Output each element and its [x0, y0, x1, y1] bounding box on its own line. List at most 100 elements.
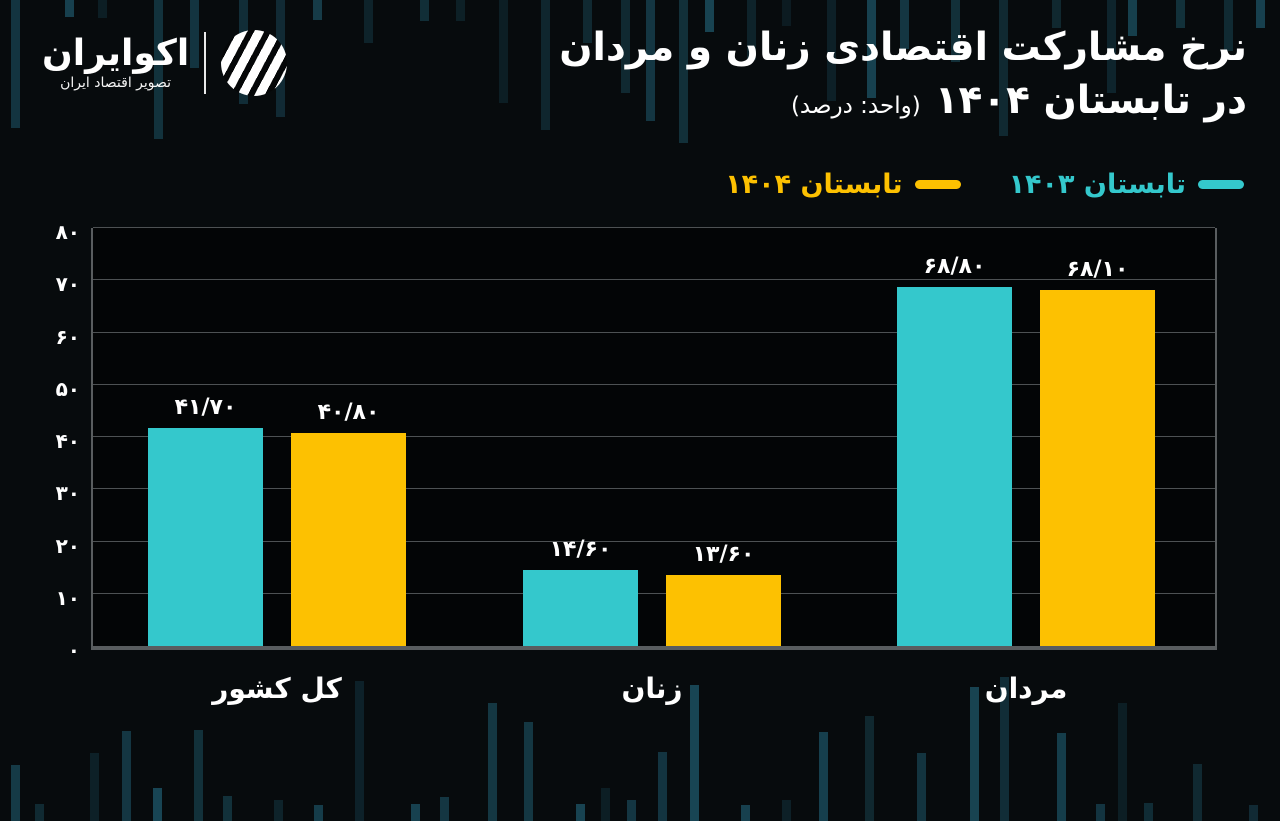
ecoiran-logo-icon [221, 30, 288, 96]
chart-title-line1: نرخ مشارکت اقتصادی زنان و مردان [559, 25, 1247, 70]
gridline-60 [93, 331, 1215, 333]
decor-bar [782, 0, 792, 26]
logo-text-block: اکوایران تصویر اقتصاد ایران [42, 32, 190, 91]
legend-item-1403: تابستان ۱۴۰۳ [1009, 169, 1244, 200]
decor-bar [10, 765, 20, 821]
decor-bar [154, 0, 164, 139]
ecoiran-logo: اکوایران تصویر اقتصاد ایران [42, 30, 288, 96]
y-tick-label-0: ۰ [67, 638, 80, 662]
gridline-80 [93, 227, 1215, 228]
decor-bar [524, 722, 534, 821]
gridline-30 [93, 488, 1215, 490]
decor-bar [313, 0, 323, 20]
x-axis-category-labels: کل کشور زنان مردان [0, 672, 1280, 718]
gridline-70 [93, 279, 1215, 281]
legend-label-1403: تابستان ۱۴۰۳ [1008, 169, 1186, 200]
decor-bar [222, 795, 232, 821]
y-tick-label-50: ۵۰ [55, 376, 80, 401]
decor-bar [646, 0, 656, 121]
decor-bar [601, 788, 611, 821]
bar-1404-1 [666, 574, 781, 646]
decor-bar [440, 797, 450, 821]
legend-label-1404: تابستان ۱۴۰۴ [725, 169, 903, 200]
decor-bar [97, 0, 107, 18]
decor-bar [1193, 763, 1203, 821]
bar-1403-1 [523, 569, 638, 646]
decor-bar [582, 0, 592, 43]
decor-bar [746, 0, 756, 61]
gridline-50 [93, 383, 1215, 385]
decor-bar [274, 800, 284, 821]
decor-bar [1256, 0, 1266, 28]
decor-bar [621, 0, 631, 93]
decor-bar [916, 752, 926, 821]
decor-bar [193, 730, 203, 821]
decor-bar [969, 686, 979, 821]
decor-bar [90, 752, 100, 821]
legend-marker-1403-icon [1198, 180, 1244, 189]
bar-value-label-1403-2: ۶۸/۸۰ [923, 253, 986, 279]
decor-bar [1118, 703, 1128, 821]
decor-bar [866, 0, 876, 98]
decor-bar [1107, 0, 1117, 94]
category-label-0: کل کشور [212, 672, 342, 705]
y-tick-label-20: ۲۰ [55, 533, 80, 558]
y-axis-labels: ۰ ۱۰ ۲۰ ۳۰ ۴۰ ۵۰ ۶۰ ۷۰ ۸۰ [0, 220, 80, 662]
logo-name: اکوایران [42, 32, 190, 74]
decor-bar [456, 0, 466, 21]
decor-bar [740, 804, 750, 821]
legend-item-1404: تابستان ۱۴۰۴ [725, 169, 961, 200]
decor-bar [781, 800, 791, 821]
decor-bar [900, 0, 910, 50]
gridline-10 [93, 592, 1215, 594]
decor-bar [1056, 732, 1066, 821]
decor-bar [313, 804, 323, 821]
decor-bar [626, 799, 636, 821]
decor-bar [827, 0, 837, 101]
decor-bar [576, 803, 586, 821]
decor-bar [818, 731, 828, 821]
decor-bar [65, 0, 74, 18]
decor-bar [658, 751, 668, 821]
decor-bar [355, 680, 365, 821]
y-tick-label-70: ۷۰ [55, 272, 80, 297]
decor-bar [865, 716, 875, 821]
chart-title: نرخ مشارکت اقتصادی زنان و مردان در تابست… [559, 24, 1247, 123]
decor-bar [35, 803, 45, 821]
decor-bar [999, 0, 1009, 136]
gridline-40 [93, 436, 1215, 437]
bar-1403-2 [897, 286, 1012, 646]
decor-bar [190, 0, 200, 68]
decor-bar [679, 0, 689, 144]
decor-bar [1249, 804, 1259, 821]
logo-separator [204, 32, 207, 94]
legend: تابستان ۱۴۰۳ تابستان ۱۴۰۴ [725, 169, 1244, 200]
decor-bar [363, 0, 373, 44]
decor-bar [499, 0, 509, 103]
decor-bar [1223, 0, 1233, 51]
chart-title-year: در تابستان ۱۴۰۴ [934, 77, 1247, 123]
y-tick-label-60: ۶۰ [55, 324, 80, 349]
decor-bar [950, 0, 960, 62]
decor-bar [121, 730, 131, 821]
bar-value-label-1403-0: ۴۱/۷۰ [174, 395, 237, 421]
decor-bar [541, 0, 551, 131]
bar-1404-2 [1040, 290, 1155, 646]
unit-note: (واحد: درصد) [790, 92, 921, 119]
decor-bar [1176, 0, 1185, 29]
plot-area: ۴۱/۷۰ ۴۰/۸۰ ۱۴/۶۰ ۱۳/۶۰ ۶۸/۸۰ ۶۸/۱۰ [91, 227, 1217, 650]
decor-bar [999, 677, 1009, 821]
y-tick-label-40: ۴۰ [55, 429, 80, 453]
decor-bar [1052, 0, 1062, 29]
decor-bar [420, 0, 430, 22]
y-tick-label-80: ۸۰ [55, 220, 80, 244]
category-label-2: مردان [984, 672, 1068, 705]
decor-bar [1128, 0, 1138, 37]
gridline-20 [93, 540, 1215, 542]
bar-value-label-1403-1: ۱۴/۶۰ [549, 536, 612, 562]
decor-bar [487, 703, 497, 821]
decor-bar [411, 804, 421, 821]
decor-bar [10, 0, 20, 128]
decor-bar [690, 684, 700, 821]
